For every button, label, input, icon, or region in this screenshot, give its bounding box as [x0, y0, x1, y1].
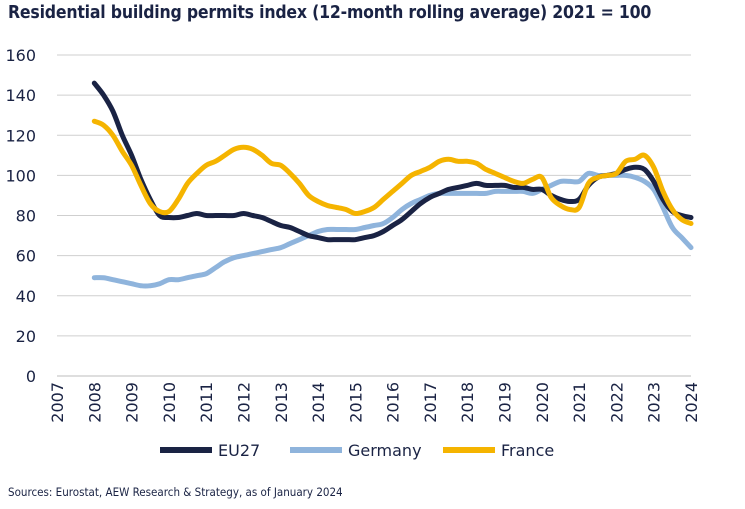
x-tick-labels: 2007 2008 2009 2010 2011 2012 2013 2014 2015 2016… — [48, 382, 701, 423]
y-tick-label: 100 — [5, 166, 36, 185]
series-lines — [91, 80, 694, 289]
x-tick-label: 2007 — [48, 382, 67, 423]
y-tick-label: 80 — [16, 207, 36, 226]
x-tick-label: 2015 — [346, 382, 365, 423]
x-tick-label: 2019 — [496, 382, 515, 423]
legend-label-eu27: EU27 — [218, 441, 260, 460]
series-line-france — [91, 118, 694, 226]
x-tick-label: 2010 — [160, 382, 179, 423]
y-tick-label: 160 — [5, 46, 36, 65]
y-tick-label: 60 — [16, 247, 36, 266]
series-line-germany — [91, 170, 694, 289]
x-tick-label: 2021 — [570, 382, 589, 423]
x-tick-label: 2022 — [607, 382, 626, 423]
legend-label-france: France — [501, 441, 554, 460]
x-tick-label: 2011 — [197, 382, 216, 423]
chart-title: Residential building permits index (12-m… — [8, 3, 652, 23]
x-tick-label: 2018 — [458, 382, 477, 423]
x-tick-label: 2016 — [384, 382, 403, 423]
y-tick-label: 20 — [16, 327, 36, 346]
x-tick-label: 2017 — [421, 382, 440, 423]
legend-label-germany: Germany — [348, 441, 422, 460]
y-tick-label: 0 — [26, 367, 36, 386]
y-tick-label: 140 — [5, 86, 36, 105]
legend: EU27 Germany France — [160, 441, 554, 460]
source-note: Sources: Eurostat, AEW Research & Strate… — [8, 485, 343, 499]
y-tick-label: 40 — [16, 287, 36, 306]
y-tick-label: 120 — [5, 126, 36, 145]
x-tick-label: 2020 — [533, 382, 552, 423]
x-tick-label: 2024 — [682, 382, 701, 423]
x-tick-label: 2012 — [234, 382, 253, 423]
x-tick-label: 2023 — [645, 382, 664, 423]
x-tick-label: 2013 — [272, 382, 291, 423]
y-tick-labels: 0 20 40 60 80 100 120 140 160 — [5, 46, 36, 386]
x-tick-label: 2009 — [123, 382, 142, 423]
x-tick-label: 2008 — [85, 382, 104, 423]
gridlines — [57, 54, 691, 337]
x-tick-label: 2014 — [309, 382, 328, 423]
